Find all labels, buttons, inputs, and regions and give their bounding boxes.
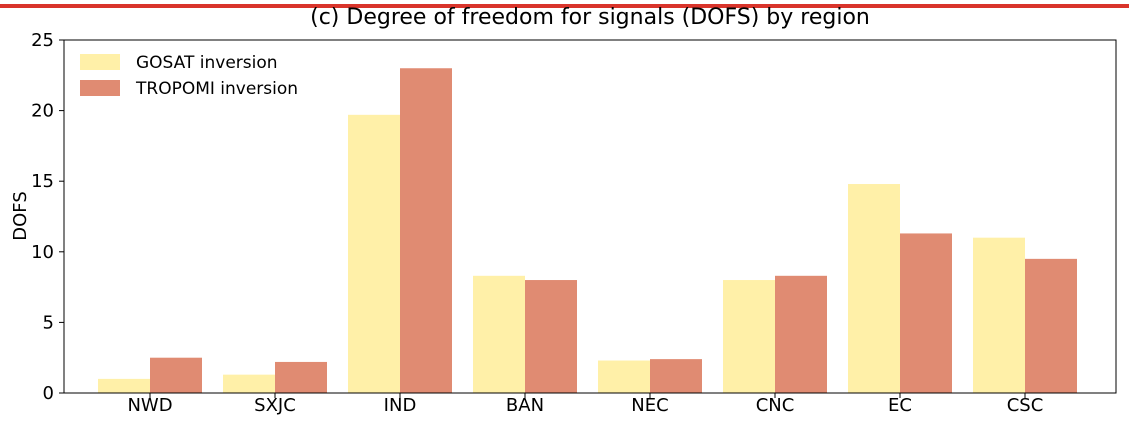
bar: [275, 361, 327, 393]
y-tick-label: 0: [43, 383, 54, 404]
bar: [900, 233, 952, 393]
legend-swatch: [80, 54, 120, 70]
bar: [848, 184, 900, 393]
y-tick-label: 10: [31, 242, 54, 263]
y-tick-label: 25: [31, 30, 54, 51]
y-tick-label: 20: [31, 101, 54, 122]
x-tick-label: NWD: [127, 395, 172, 416]
top-rule: [0, 4, 1129, 8]
x-tick-label: EC: [888, 395, 912, 416]
bar: [598, 360, 650, 393]
y-tick-label: 15: [31, 171, 54, 192]
bar: [525, 280, 577, 393]
x-tick-label: CNC: [756, 395, 795, 416]
y-axis-label: DOFS: [10, 191, 31, 241]
x-tick-label: CSC: [1007, 395, 1044, 416]
bar: [400, 68, 452, 394]
legend-label: TROPOMI inversion: [135, 79, 298, 99]
x-tick-label: BAN: [506, 395, 544, 416]
bar: [98, 378, 150, 393]
x-tick-label: SXJC: [254, 395, 296, 416]
bar: [473, 275, 525, 393]
legend-swatch: [80, 80, 120, 96]
x-tick-label: NEC: [631, 395, 668, 416]
plot-frame: [63, 39, 1117, 394]
bar: [348, 114, 400, 393]
bar: [223, 374, 275, 393]
chart-title: (c) Degree of freedom for signals (DOFS)…: [310, 5, 870, 30]
legend-label: GOSAT inversion: [136, 53, 278, 73]
bar: [650, 359, 702, 393]
bar: [973, 237, 1025, 393]
x-tick-label: IND: [384, 395, 417, 416]
y-tick-label: 5: [43, 312, 54, 333]
bar: [150, 357, 202, 393]
bar: [775, 275, 827, 393]
bar: [723, 280, 775, 393]
bar: [1025, 258, 1077, 393]
